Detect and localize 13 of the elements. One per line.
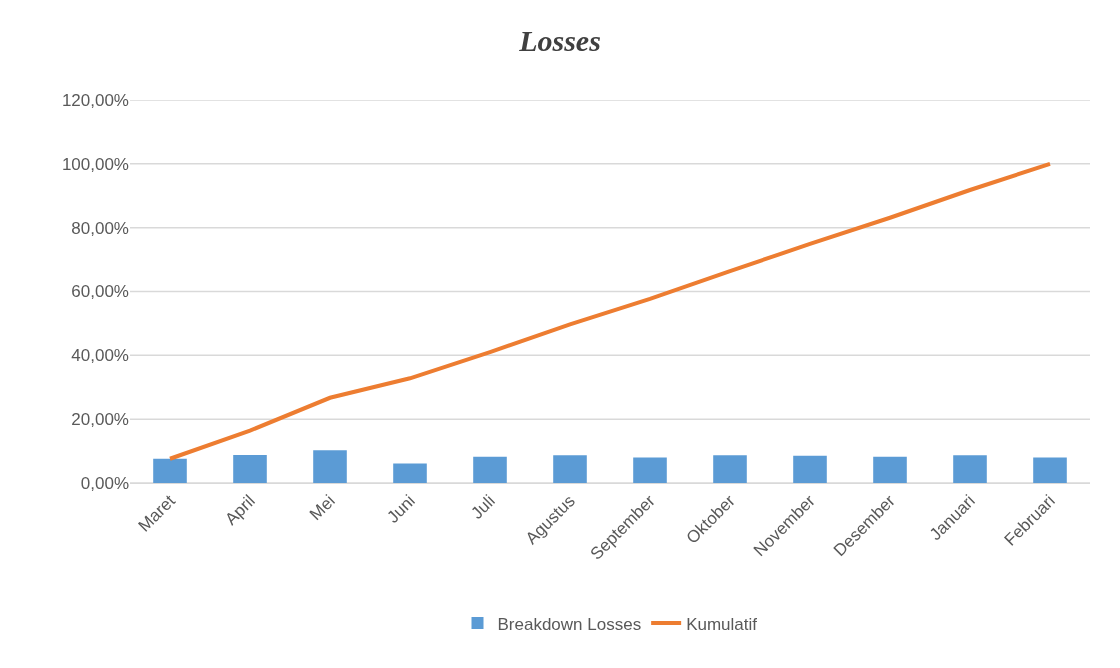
chart-title: Losses: [518, 24, 601, 58]
y-tick-label: 20,00%: [71, 410, 129, 430]
x-tick-label: Juli: [467, 491, 499, 523]
y-tick-label: 100,00%: [61, 154, 129, 174]
y-tick-label: 80,00%: [71, 218, 129, 238]
y-tick-label: 0,00%: [80, 473, 129, 493]
legend-label: Kumulatif: [686, 614, 758, 634]
line-series: [168, 161, 1052, 461]
x-tick-label: Mei: [306, 491, 339, 525]
y-tick-label: 40,00%: [71, 346, 129, 366]
legend-label: Breakdown Losses: [497, 614, 642, 634]
y-tick-label: 60,00%: [71, 282, 129, 302]
y-tick-label: 120,00%: [61, 90, 129, 110]
